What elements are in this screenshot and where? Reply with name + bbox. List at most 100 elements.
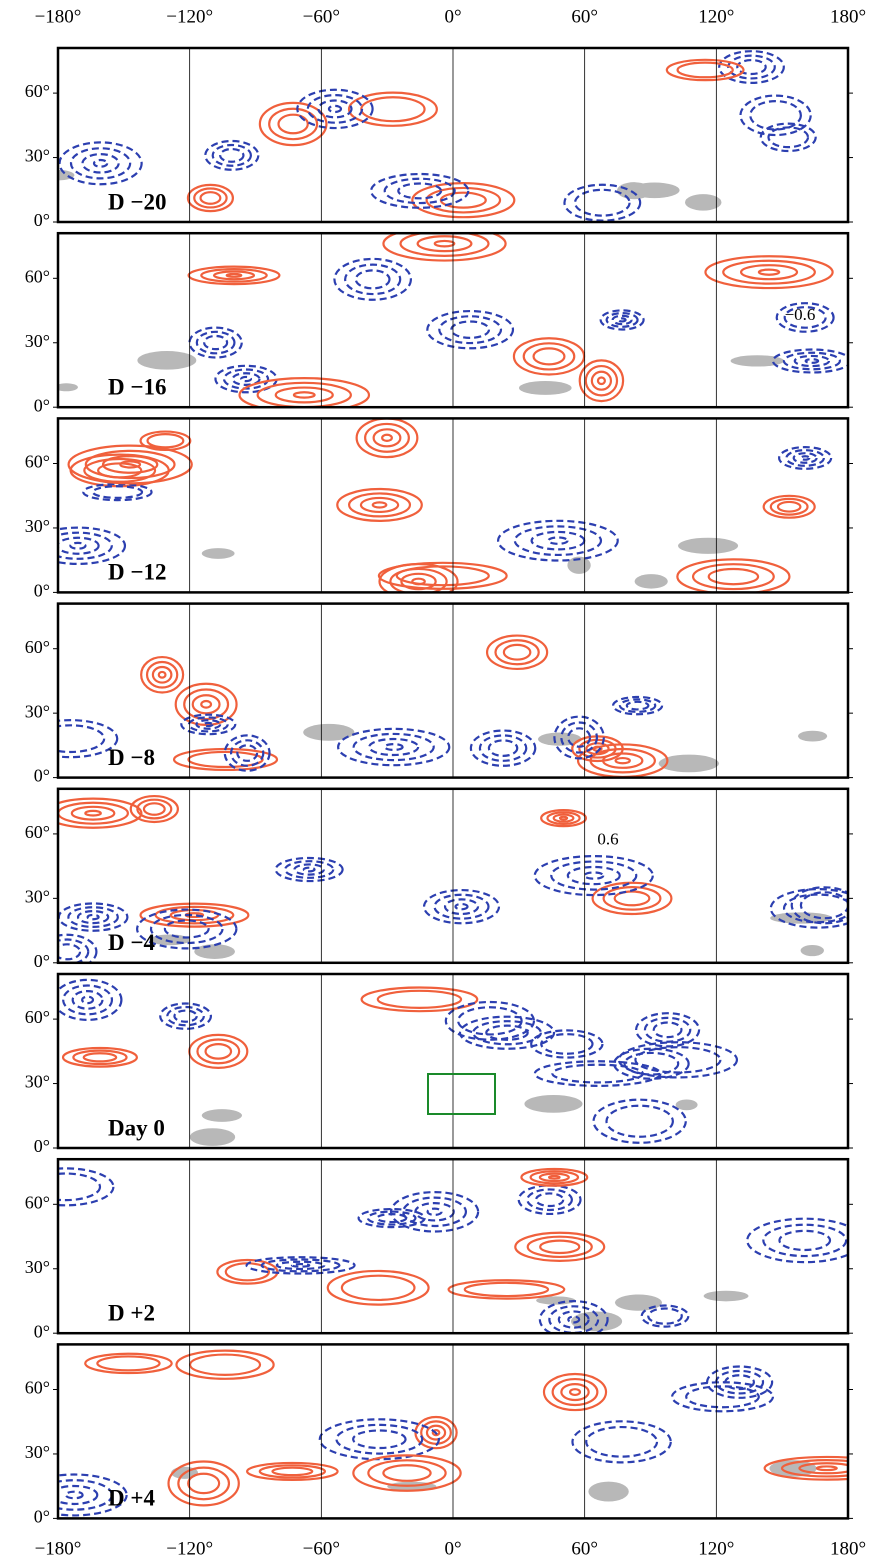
panel-label: D +2 — [108, 1300, 155, 1325]
negative-contour — [94, 160, 107, 167]
negative-contour — [44, 533, 112, 559]
negative-contour — [369, 739, 418, 755]
negative-contour — [220, 149, 243, 162]
negative-contour — [277, 1262, 325, 1269]
positive-contour — [817, 1466, 837, 1470]
negative-contour — [336, 1425, 422, 1454]
lat-tick-label: 60° — [25, 1192, 50, 1212]
negative-contour — [82, 997, 93, 1003]
shaded-region — [678, 538, 738, 554]
negative-contour — [451, 321, 489, 337]
positive-contour — [540, 1241, 579, 1253]
lat-tick-label: 30° — [25, 1257, 50, 1277]
negative-contour — [174, 1011, 196, 1022]
negative-contour — [88, 915, 99, 919]
lat-tick-label: 60° — [25, 81, 50, 101]
negative-contour — [356, 270, 390, 288]
lat-tick-label: 30° — [25, 516, 50, 536]
positive-contour — [778, 502, 800, 512]
lon-tick-label: 180° — [830, 1538, 866, 1559]
negative-contour — [73, 991, 103, 1009]
positive-contour — [374, 429, 401, 446]
negative-contour — [795, 356, 829, 366]
panel-label: Day 0 — [108, 1115, 165, 1140]
negative-contour — [619, 318, 626, 321]
lat-tick-label: 30° — [25, 1442, 50, 1462]
negative-contour — [385, 744, 403, 750]
positive-contour — [759, 270, 779, 275]
positive-contour — [365, 424, 409, 452]
negative-contour — [93, 486, 142, 498]
lat-tick-label: 0° — [34, 951, 50, 971]
lat-tick-label: 0° — [34, 581, 50, 601]
lon-tick-label: 120° — [698, 6, 734, 27]
panel-label: D −16 — [108, 374, 166, 399]
negative-contour — [71, 148, 130, 178]
lon-tick-label: −120° — [166, 6, 213, 27]
negative-contour — [415, 1203, 453, 1220]
shaded-region — [524, 1095, 582, 1113]
positive-contour — [504, 645, 530, 660]
negative-contour — [458, 1007, 521, 1034]
negative-contour — [37, 725, 104, 752]
positive-contour — [193, 695, 220, 713]
positive-contour — [188, 1474, 219, 1493]
negative-contour — [648, 1308, 682, 1323]
panel-label: D −20 — [108, 189, 166, 214]
lat-tick-label: 30° — [25, 331, 50, 351]
positive-contour — [616, 758, 630, 763]
lon-tick-label: 60° — [571, 1538, 598, 1559]
lat-tick-label: 30° — [25, 1072, 50, 1092]
panel-label: D +4 — [108, 1486, 155, 1511]
negative-contour — [654, 1022, 682, 1037]
positive-contour — [342, 1276, 415, 1300]
lat-tick-label: 60° — [25, 1378, 50, 1398]
negative-contour — [353, 1430, 405, 1448]
negative-contour — [627, 702, 649, 710]
positive-contour — [361, 97, 424, 121]
lat-tick-label: 0° — [34, 395, 50, 415]
lat-tick-label: 0° — [34, 210, 50, 230]
negative-contour — [515, 526, 601, 555]
positive-contour — [382, 435, 392, 441]
lat-tick-label: 30° — [25, 886, 50, 906]
lat-tick-label: 60° — [25, 266, 50, 286]
positive-contour — [534, 348, 565, 364]
shaded-region — [190, 1128, 235, 1146]
positive-contour — [190, 1355, 260, 1375]
positive-contour — [72, 807, 115, 820]
negative-contour — [551, 862, 636, 890]
positive-contour — [201, 192, 221, 204]
negative-contour — [241, 377, 251, 381]
map-panel: 0°30°60°D −40.6 — [25, 789, 865, 971]
shaded-region — [798, 731, 827, 742]
negative-contour — [635, 1047, 720, 1072]
lon-tick-label: −180° — [35, 6, 82, 27]
lat-tick-label: 60° — [25, 452, 50, 472]
map-panel: 0°30°60°D +4 — [22, 1344, 872, 1526]
negative-contour — [763, 1225, 846, 1256]
negative-contour — [36, 1480, 111, 1509]
negative-contour — [801, 456, 809, 459]
lon-tick-label: 0° — [444, 1538, 461, 1559]
shaded-region — [615, 1294, 662, 1310]
negative-contour — [294, 864, 323, 874]
lat-tick-label: 60° — [25, 1007, 50, 1027]
negative-contour — [536, 1193, 563, 1206]
negative-contour — [66, 1492, 83, 1499]
contours — [38, 796, 865, 969]
map-panel: 0° 30° 60° D −20 — [25, 48, 853, 230]
negative-contour — [428, 1209, 442, 1215]
positive-contour — [570, 1389, 580, 1395]
negative-contour — [586, 1427, 657, 1457]
map-panel: 0°30°60°D −16−0.6 — [25, 227, 853, 416]
negative-contour — [779, 1231, 830, 1250]
negative-contour — [613, 316, 632, 324]
lat-tick-label: 30° — [25, 146, 50, 166]
shaded-region — [704, 1291, 749, 1302]
lat-tick-label: 30° — [25, 701, 50, 721]
region-box — [428, 1074, 495, 1114]
negative-contour — [345, 265, 400, 294]
negative-contour — [204, 336, 227, 349]
negative-contour — [445, 899, 478, 914]
